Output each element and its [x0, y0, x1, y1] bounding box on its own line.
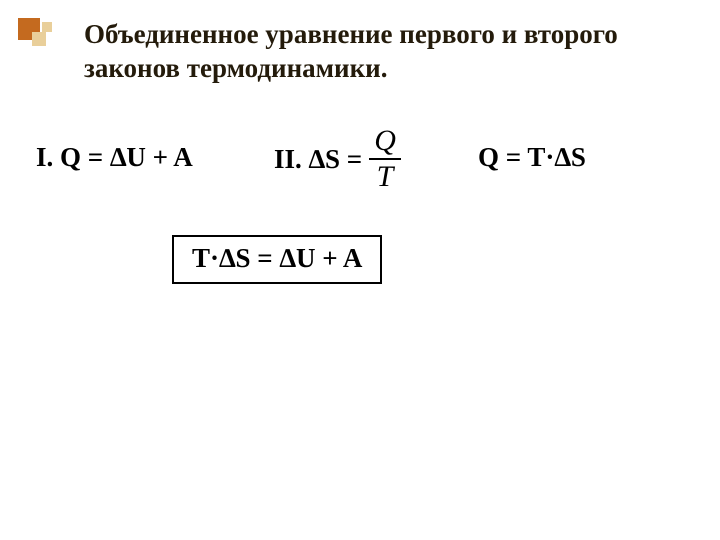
fraction-denominator: T [369, 158, 402, 192]
fraction-q-over-t: Q T [368, 126, 402, 192]
slide-bullet-icon [18, 18, 52, 52]
fraction-numerator: Q [368, 126, 402, 158]
equation-first-law: I. Q = ∆U + A [36, 142, 193, 173]
slide-title: Объединенное уравнение первого и второго… [84, 18, 664, 86]
boxed-equation-container: T·∆S = ∆U + A [172, 235, 382, 284]
equation-entropy: II. ∆S = Q T [274, 126, 408, 192]
equation-entropy-prefix: II. ∆S = [274, 144, 362, 175]
equations-row: I. Q = ∆U + A II. ∆S = Q T Q = T·∆S [36, 120, 684, 200]
equation-heat-from-entropy: Q = T·∆S [478, 142, 586, 173]
boxed-combined-equation: T·∆S = ∆U + A [172, 235, 382, 284]
